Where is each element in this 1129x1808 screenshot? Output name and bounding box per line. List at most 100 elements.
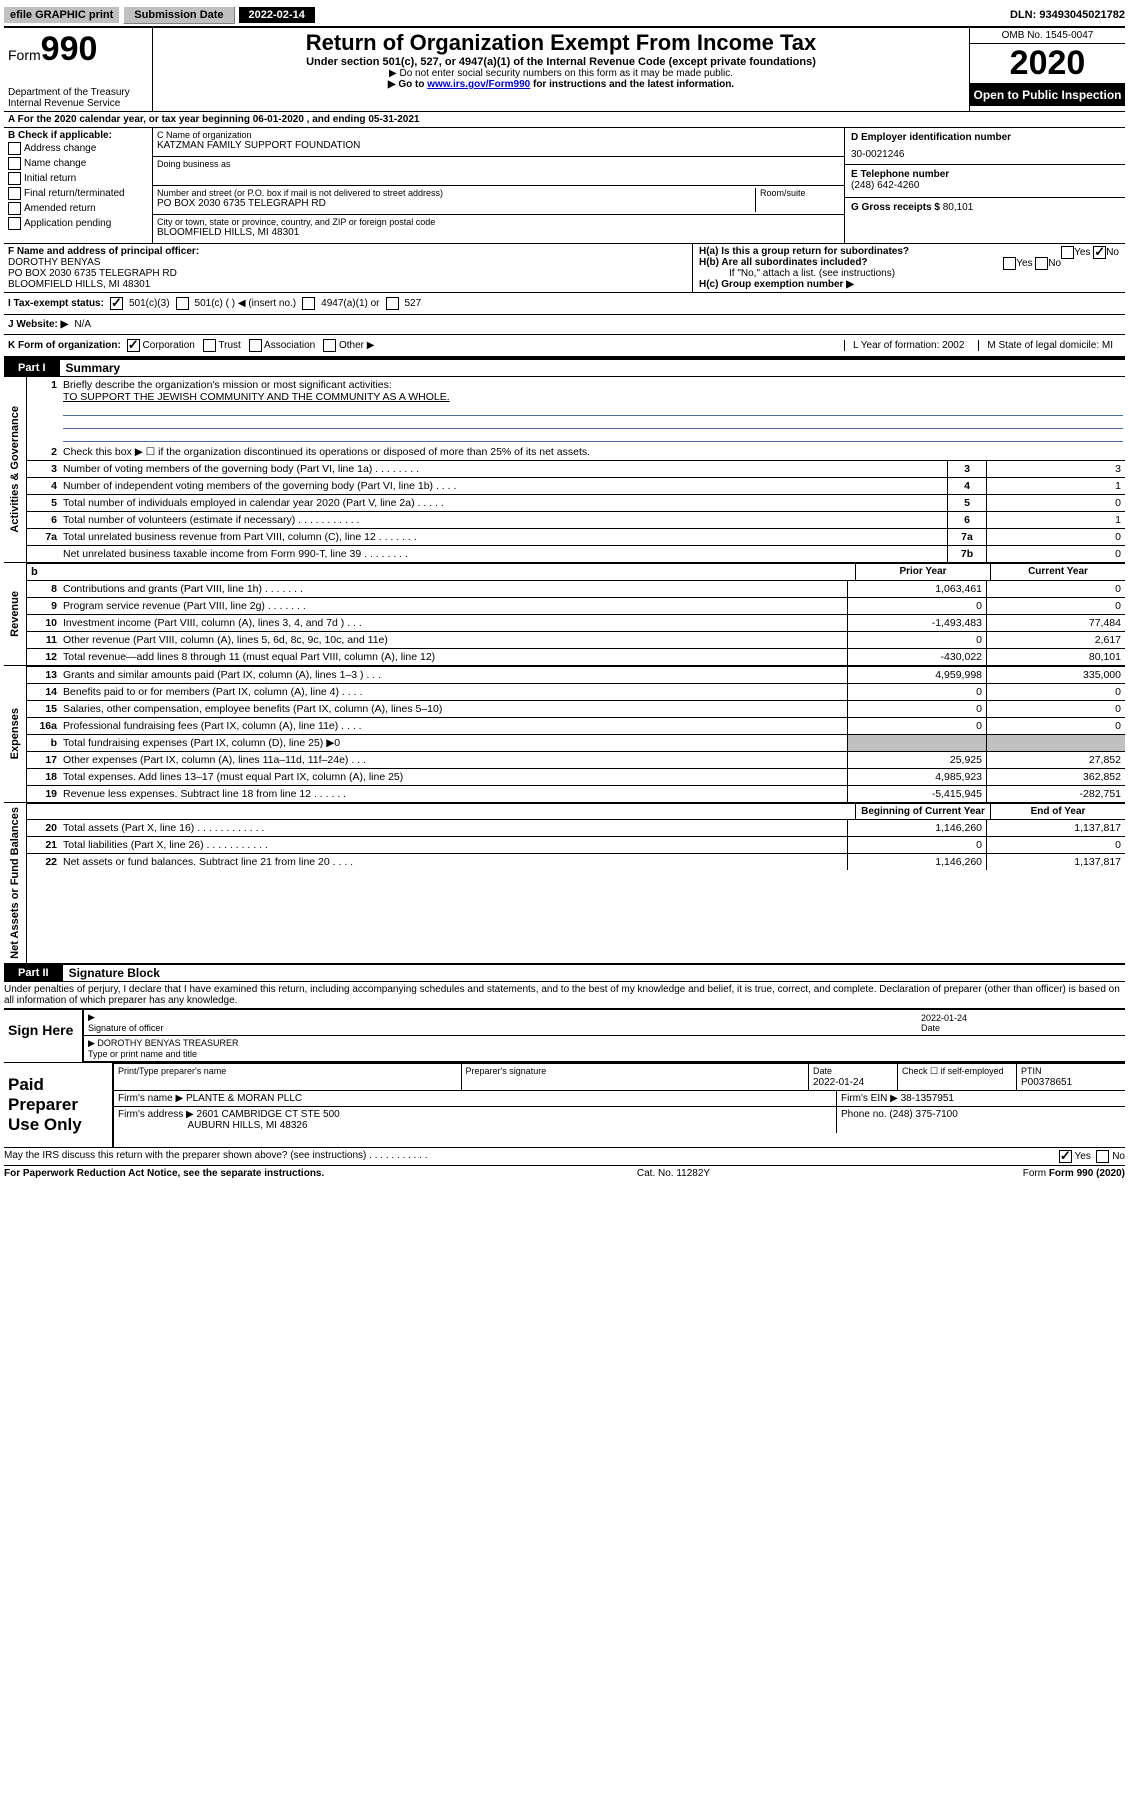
b-label: B Check if applicable:	[8, 130, 148, 141]
col-H: H(a) Is this a group return for subordin…	[692, 244, 1125, 292]
efile-label: efile GRAPHIC print	[4, 7, 119, 23]
b-option[interactable]: Final return/terminated	[8, 186, 148, 201]
header-left: Form990 Department of the Treasury Inter…	[4, 28, 153, 111]
c-dba: Doing business as	[153, 157, 844, 186]
k-option[interactable]: Trust	[203, 339, 241, 352]
sign-here-label: Sign Here	[4, 1010, 84, 1062]
k-option[interactable]: Other ▶	[323, 339, 374, 352]
d-ein: D Employer identification number 30-0021…	[845, 128, 1125, 165]
summary-row: 7aTotal unrelated business revenue from …	[27, 528, 1125, 545]
row-I: I Tax-exempt status: 501(c)(3) 501(c) ( …	[4, 292, 1125, 314]
i-527[interactable]	[386, 297, 399, 310]
pra-notice: For Paperwork Reduction Act Notice, see …	[4, 1168, 324, 1179]
row-J: J Website: ▶ N/A	[4, 314, 1125, 334]
section-BCDE: B Check if applicable: Address changeNam…	[4, 127, 1125, 243]
h-b: H(b) Are all subordinates included? Yes …	[699, 257, 1119, 268]
col-DE: D Employer identification number 30-0021…	[844, 128, 1125, 243]
side-revenue: Revenue	[4, 563, 27, 665]
mission-text: TO SUPPORT THE JEWISH COMMUNITY AND THE …	[63, 391, 450, 403]
side-netassets: Net Assets or Fund Balances	[4, 803, 27, 963]
end-year-header: End of Year	[990, 804, 1125, 819]
discuss-row: May the IRS discuss this return with the…	[4, 1147, 1125, 1165]
summary-row: 8Contributions and grants (Part VIII, li…	[27, 580, 1125, 597]
summary-row: 13Grants and similar amounts paid (Part …	[27, 666, 1125, 683]
b-option[interactable]: Address change	[8, 141, 148, 156]
submission-date: 2022-02-14	[239, 7, 315, 23]
paid-preparer: Paid Preparer Use Only Print/Type prepar…	[4, 1062, 1125, 1147]
h-c: H(c) Group exemption number ▶	[699, 279, 1119, 290]
b-option[interactable]: Application pending	[8, 216, 148, 231]
state-domicile: M State of legal domicile: MI	[978, 340, 1121, 351]
netassets-section: Net Assets or Fund Balances Beginning of…	[4, 802, 1125, 963]
revenue-section: Revenue b Prior Year Current Year 8Contr…	[4, 562, 1125, 665]
form-header: Form990 Department of the Treasury Inter…	[4, 26, 1125, 111]
col-B: B Check if applicable: Address changeNam…	[4, 128, 153, 243]
col-C: C Name of organization KATZMAN FAMILY SU…	[153, 128, 844, 243]
note-ssn: ▶ Do not enter social security numbers o…	[159, 68, 963, 79]
summary-row: 20Total assets (Part X, line 16) . . . .…	[27, 819, 1125, 836]
summary-row: 21Total liabilities (Part X, line 26) . …	[27, 836, 1125, 853]
ha-no[interactable]	[1093, 246, 1106, 259]
row-A: A For the 2020 calendar year, or tax yea…	[4, 111, 1125, 127]
b-option[interactable]: Initial return	[8, 171, 148, 186]
header-mid: Return of Organization Exempt From Incom…	[153, 28, 969, 111]
k-option[interactable]: Association	[249, 339, 315, 352]
c-addr: Number and street (or P.O. box if mail i…	[153, 186, 844, 215]
dln: DLN: 93493045021782	[1010, 9, 1125, 21]
c-name: C Name of organization KATZMAN FAMILY SU…	[153, 128, 844, 157]
form-ref: Form Form 990 (2020)	[1023, 1168, 1125, 1179]
summary-row: 15Salaries, other compensation, employee…	[27, 700, 1125, 717]
b-option[interactable]: Amended return	[8, 201, 148, 216]
discuss-yes[interactable]	[1059, 1150, 1072, 1163]
summary-row: 6Total number of volunteers (estimate if…	[27, 511, 1125, 528]
perjury-text: Under penalties of perjury, I declare th…	[4, 982, 1125, 1008]
summary-row: 19Revenue less expenses. Subtract line 1…	[27, 785, 1125, 802]
omb-number: OMB No. 1545-0047	[970, 28, 1125, 44]
signature-block: Sign Here ▶Signature of officer 2022-01-…	[4, 1008, 1125, 1062]
k-option[interactable]: Corporation	[127, 339, 195, 352]
tax-year: 2020	[970, 44, 1125, 84]
summary-row: 16aProfessional fundraising fees (Part I…	[27, 717, 1125, 734]
b-option[interactable]: Name change	[8, 156, 148, 171]
open-public: Open to Public Inspection	[970, 84, 1125, 106]
dept-label: Department of the Treasury Internal Reve…	[8, 87, 148, 109]
prior-year-header: Prior Year	[855, 564, 990, 580]
part1-header: Part I Summary	[4, 358, 1125, 377]
form-subtitle: Under section 501(c), 527, or 4947(a)(1)…	[159, 56, 963, 68]
h-a: H(a) Is this a group return for subordin…	[699, 246, 1119, 257]
footer: For Paperwork Reduction Act Notice, see …	[4, 1165, 1125, 1181]
cat-no: Cat. No. 11282Y	[637, 1168, 710, 1179]
i-501c3[interactable]	[110, 297, 123, 310]
ha-yes[interactable]	[1061, 246, 1074, 259]
i-501c[interactable]	[176, 297, 189, 310]
e-phone: E Telephone number (248) 642-4260	[845, 165, 1125, 198]
summary-row: 10Investment income (Part VIII, column (…	[27, 614, 1125, 631]
hb-yes[interactable]	[1003, 257, 1016, 270]
summary-row: 14Benefits paid to or for members (Part …	[27, 683, 1125, 700]
summary-row: 11Other revenue (Part VIII, column (A), …	[27, 631, 1125, 648]
summary-row: 18Total expenses. Add lines 13–17 (must …	[27, 768, 1125, 785]
note-link: ▶ Go to www.irs.gov/Form990 for instruct…	[159, 79, 963, 90]
summary-row: 3Number of voting members of the governi…	[27, 460, 1125, 477]
summary-row: Net unrelated business taxable income fr…	[27, 545, 1125, 562]
summary: Activities & Governance 1 Briefly descri…	[4, 377, 1125, 562]
summary-row: 9Program service revenue (Part VIII, lin…	[27, 597, 1125, 614]
paid-preparer-label: Paid Preparer Use Only	[4, 1063, 114, 1147]
g-receipts: G Gross receipts $ 80,101	[845, 198, 1125, 230]
expenses-section: Expenses 13Grants and similar amounts pa…	[4, 665, 1125, 802]
irs-link[interactable]: www.irs.gov/Form990	[427, 79, 530, 90]
hb-no[interactable]	[1035, 257, 1048, 270]
year-formation: L Year of formation: 2002	[844, 340, 972, 351]
part2-header: Part II Signature Block	[4, 963, 1125, 982]
c-city: City or town, state or province, country…	[153, 215, 844, 243]
summary-row: bTotal fundraising expenses (Part IX, co…	[27, 734, 1125, 751]
form-title: Return of Organization Exempt From Incom…	[159, 30, 963, 56]
header-right: OMB No. 1545-0047 2020 Open to Public In…	[969, 28, 1125, 111]
summary-row: 17Other expenses (Part IX, column (A), l…	[27, 751, 1125, 768]
i-4947[interactable]	[302, 297, 315, 310]
begin-year-header: Beginning of Current Year	[855, 804, 990, 819]
submission-label[interactable]: Submission Date	[123, 6, 234, 24]
discuss-no[interactable]	[1096, 1150, 1109, 1163]
section-FH: F Name and address of principal officer:…	[4, 243, 1125, 292]
side-expenses: Expenses	[4, 666, 27, 802]
